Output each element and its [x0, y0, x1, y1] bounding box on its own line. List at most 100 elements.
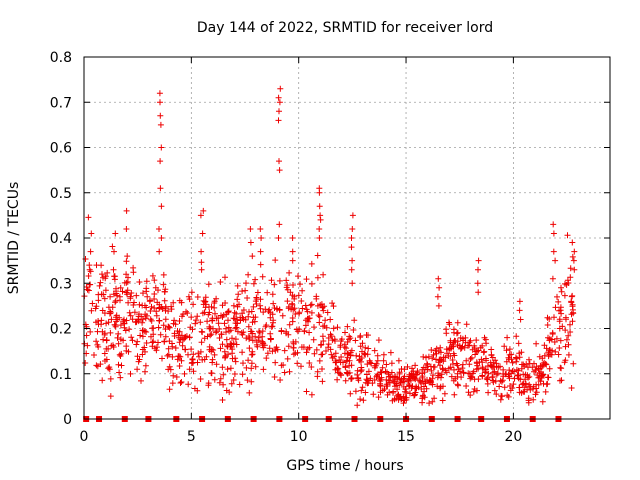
- data-point: [549, 275, 556, 282]
- data-point: [204, 318, 211, 325]
- data-point: [506, 375, 513, 382]
- data-point: [551, 314, 557, 321]
- data-point: [453, 330, 460, 337]
- data-point: [508, 356, 515, 363]
- data-point: [285, 331, 292, 338]
- data-point: [244, 295, 251, 301]
- data-point: [556, 307, 563, 314]
- data-point: [359, 384, 366, 391]
- data-point: [123, 226, 130, 232]
- data-point: [143, 278, 150, 285]
- data-point: [466, 361, 473, 368]
- data-point: [191, 385, 198, 392]
- data-point: [162, 333, 169, 340]
- data-point: [552, 257, 559, 264]
- data-point: [107, 375, 114, 382]
- data-point: [123, 207, 130, 214]
- data-point: [113, 312, 120, 319]
- data-point: [455, 366, 462, 373]
- data-point: [557, 337, 564, 344]
- data-point: [371, 364, 378, 371]
- data-point: [292, 338, 299, 345]
- data-point: [91, 352, 97, 358]
- data-point: [329, 337, 336, 344]
- data-point: [325, 341, 332, 348]
- data-point: [208, 370, 215, 376]
- data-point: [558, 284, 564, 291]
- data-point: [403, 394, 410, 401]
- data-point: [178, 357, 185, 364]
- data-point: [176, 363, 183, 369]
- data-point: [248, 360, 255, 367]
- data-point: [99, 328, 106, 335]
- data-point: [289, 315, 296, 321]
- data-point: [124, 253, 131, 260]
- data-point: [143, 329, 150, 335]
- data-point: [131, 299, 137, 306]
- data-point: [442, 354, 449, 361]
- data-point: [243, 364, 250, 371]
- data-point: [360, 397, 367, 404]
- data-point: [314, 274, 321, 281]
- data-point: [377, 389, 384, 396]
- data-point: [179, 342, 186, 349]
- data-point: [536, 353, 543, 360]
- data-point: [564, 277, 571, 284]
- data-point: [194, 294, 201, 300]
- data-point: [323, 324, 330, 331]
- data-point: [348, 362, 355, 369]
- data-point: [516, 298, 523, 305]
- data-point: [164, 352, 171, 359]
- data-point: [290, 282, 296, 288]
- data-point: [430, 372, 436, 379]
- data-point: [298, 298, 305, 304]
- data-point: [207, 332, 214, 339]
- data-point: [520, 371, 527, 378]
- data-point: [278, 328, 285, 335]
- data-point: [263, 355, 270, 362]
- data-point: [250, 280, 257, 287]
- data-point: [518, 349, 525, 356]
- data-point: [391, 396, 398, 403]
- data-point: [276, 277, 283, 284]
- data-point: [345, 350, 351, 357]
- data-point: [208, 303, 215, 310]
- data-point: [569, 318, 576, 325]
- data-point: [217, 375, 224, 382]
- data-point: [563, 336, 570, 343]
- data-point: [490, 379, 497, 386]
- data-point: [454, 381, 461, 388]
- data-point: [383, 361, 390, 368]
- data-point: [106, 310, 113, 317]
- data-point: [170, 299, 177, 306]
- data-point: [103, 356, 110, 363]
- data-point: [206, 346, 213, 353]
- data-point: [172, 321, 179, 328]
- data-point: [123, 258, 130, 265]
- data-point: [156, 248, 163, 255]
- data-point: [138, 377, 144, 384]
- data-point: [169, 353, 176, 360]
- data-point: [482, 369, 489, 376]
- data-point: [384, 391, 391, 398]
- data-point: [216, 379, 223, 386]
- data-point: [407, 390, 413, 397]
- data-point: [253, 341, 260, 348]
- data-point: [304, 308, 311, 315]
- data-point: [465, 370, 472, 377]
- data-point: [563, 316, 569, 323]
- data-point: [166, 338, 173, 345]
- data-point: [269, 311, 276, 318]
- data-point: [497, 396, 504, 403]
- data-point: [438, 371, 445, 378]
- data-point: [234, 282, 241, 289]
- data-point: [389, 377, 396, 384]
- data-point: [117, 336, 124, 343]
- data-point: [371, 347, 378, 354]
- data-point: [437, 349, 444, 356]
- data-point: [83, 332, 90, 339]
- data-point: [98, 317, 105, 324]
- data-point: [136, 301, 143, 308]
- data-point: [200, 301, 207, 308]
- data-point: [324, 309, 331, 316]
